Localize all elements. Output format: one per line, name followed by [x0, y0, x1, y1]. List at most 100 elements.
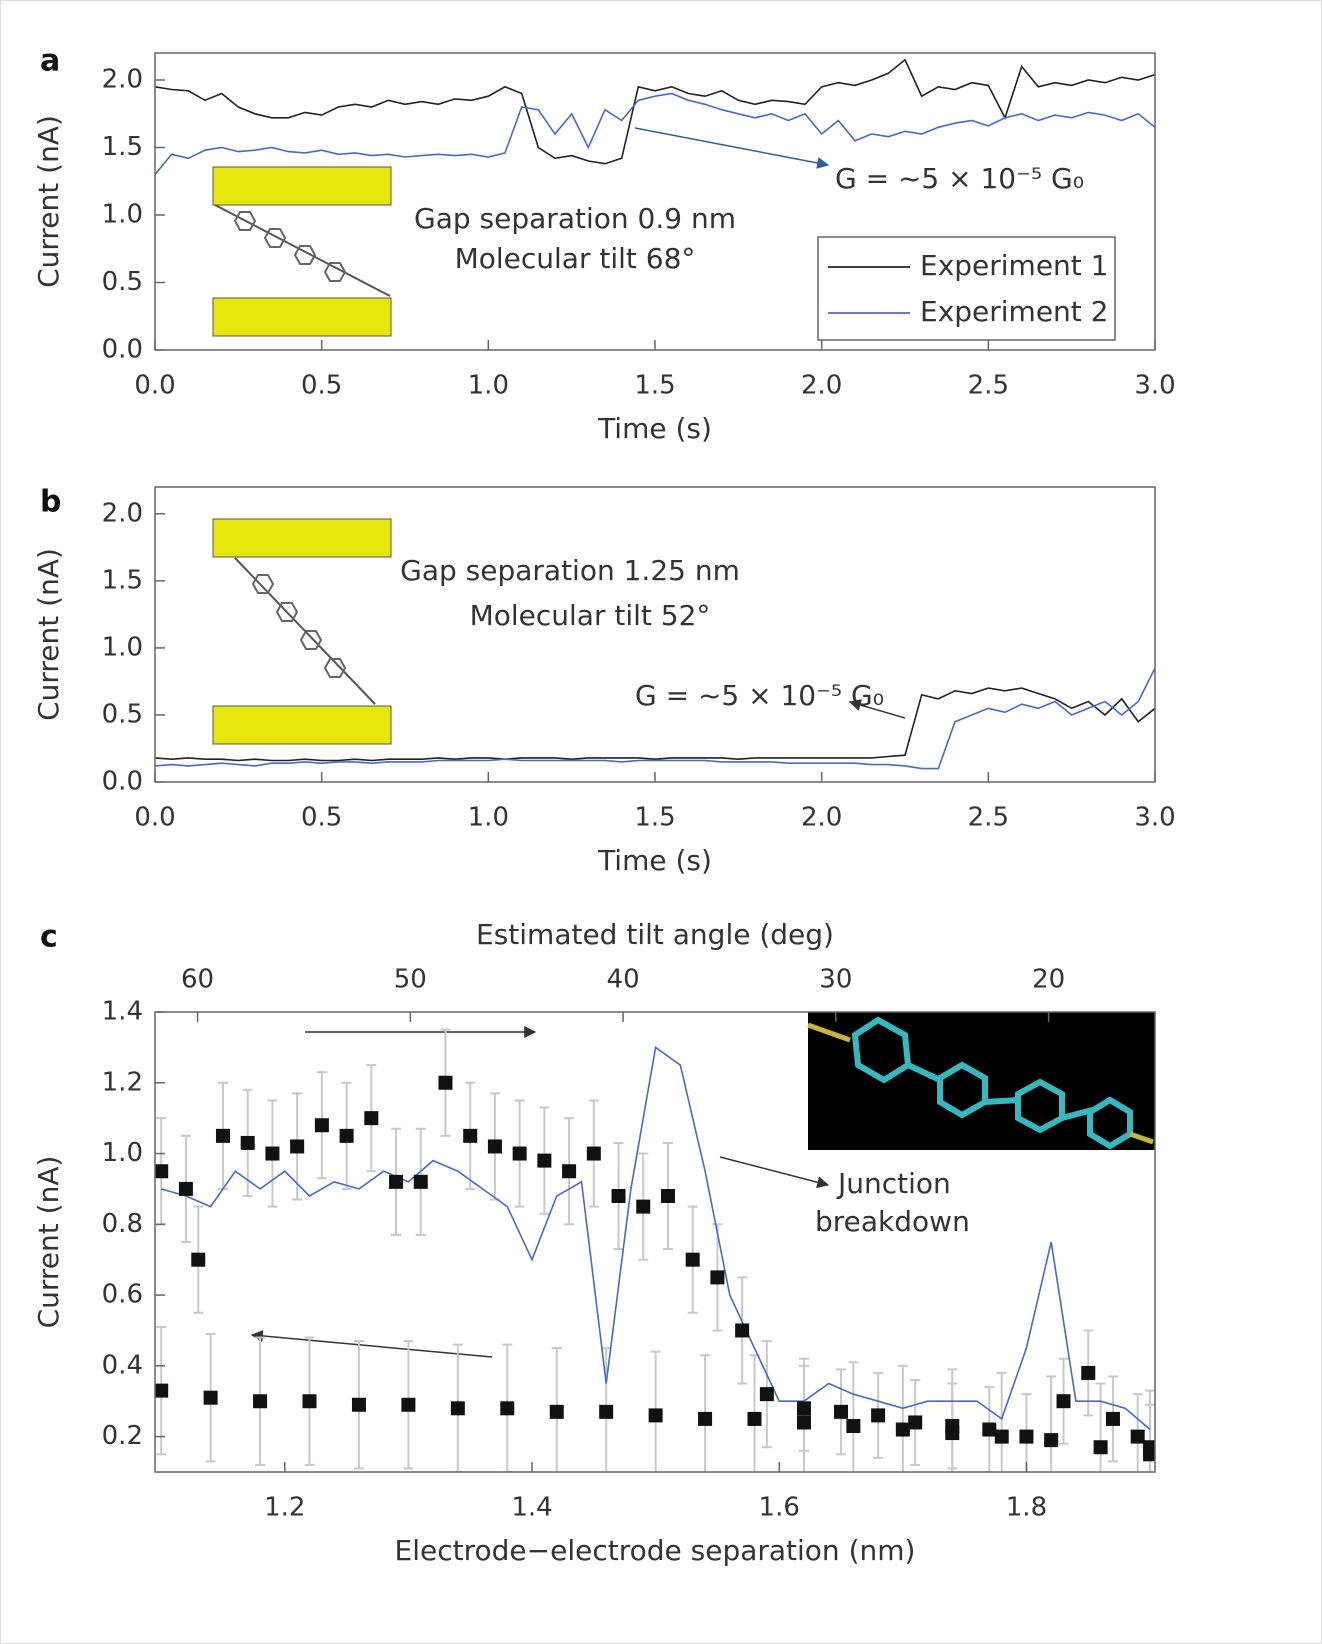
- y-tick-label: 0.0: [102, 767, 143, 797]
- data-point: [871, 1408, 886, 1423]
- panel: c 1.2 1.4 1.6 1.8 0.2 0.4 0.6 0.8 1.0 1.2 1.4 60 50 40…: [32, 918, 1156, 1567]
- x2-tick-label: 40: [607, 965, 640, 995]
- panel: a 0.0 0.5 1.0 1.5 2.0 2.5 3.0 0.0 0.5 1.0 1.5 2.0 Tim…: [32, 44, 1176, 446]
- plot-area: [155, 1028, 1155, 1472]
- data-point: [611, 1189, 626, 1203]
- data-point: [155, 1383, 169, 1398]
- y-tick-label: 1.5: [102, 565, 143, 595]
- data-point: [1105, 1411, 1120, 1426]
- data-point: [636, 1199, 651, 1214]
- legend-box: [817, 236, 1116, 341]
- axes-frame: [154, 1011, 1156, 1473]
- annotation: Molecular tilt 68°: [455, 242, 696, 275]
- data-point: [401, 1397, 416, 1412]
- annotation: G = ~5 × 10⁻⁵ G₀: [835, 162, 1084, 195]
- data-point: [562, 1164, 577, 1179]
- y-tick-label: 1.5: [102, 132, 143, 162]
- data-point: [747, 1411, 762, 1426]
- x2-tick-label: 30: [819, 965, 852, 995]
- y-tick-label: 1.0: [102, 200, 143, 230]
- data-point: [463, 1128, 478, 1143]
- data-point: [290, 1139, 305, 1154]
- x-tick-label: 0.5: [301, 803, 342, 833]
- x-tick-label: 2.0: [801, 371, 842, 401]
- x-tick-label: 1.5: [634, 371, 675, 401]
- y-tick-label: 2.0: [102, 498, 143, 528]
- data-point: [735, 1323, 750, 1338]
- x-axis-label: Electrode−electrode separation (nm): [395, 1534, 916, 1567]
- y-tick-label: 1.4: [102, 997, 143, 1027]
- data-point: [155, 1164, 169, 1179]
- x-tick-label: 3.0: [1134, 371, 1175, 401]
- x-tick-label: 1.0: [468, 803, 509, 833]
- data-point: [512, 1146, 527, 1161]
- data-point: [895, 1422, 910, 1437]
- legend-label: Experiment 2: [920, 295, 1109, 328]
- plot-area: [155, 58, 1155, 176]
- legend-label: Experiment 1: [920, 249, 1109, 282]
- data-point: [253, 1394, 268, 1409]
- data-point: [945, 1426, 960, 1441]
- annotation: Junction: [836, 1167, 951, 1200]
- data-point: [203, 1390, 218, 1405]
- inset-c: [807, 1012, 1155, 1150]
- x-axis-label: Time (s): [597, 844, 712, 877]
- data-point: [648, 1408, 663, 1423]
- data-point: [599, 1404, 614, 1419]
- annotation: Gap separation 0.9 nm: [414, 202, 736, 235]
- data-point: [178, 1181, 193, 1196]
- x-tick-label: 1.6: [759, 1493, 800, 1523]
- inset-a: [212, 166, 392, 337]
- data-point: [685, 1252, 700, 1267]
- annotation: breakdown: [815, 1205, 970, 1238]
- data-point: [450, 1401, 465, 1416]
- y-tick-label: 1.2: [102, 1067, 143, 1097]
- inset-b: [212, 518, 392, 745]
- x-tick-label: 0.0: [134, 371, 175, 401]
- data-point: [846, 1419, 861, 1433]
- data-point: [351, 1397, 366, 1412]
- panel-label: c: [40, 920, 58, 955]
- x-tick-label: 2.5: [968, 803, 1009, 833]
- y-axis-label: Current (nA): [32, 1156, 65, 1329]
- data-line: [155, 58, 1155, 165]
- data-point: [1130, 1429, 1145, 1444]
- data-point: [759, 1387, 774, 1402]
- data-point: [500, 1401, 515, 1416]
- y-tick-label: 1.0: [102, 632, 143, 662]
- data-point: [796, 1401, 811, 1416]
- data-point: [1019, 1429, 1034, 1444]
- y-tick-label: 0.6: [102, 1280, 143, 1310]
- data-line: [155, 667, 1155, 770]
- data-point: [413, 1174, 428, 1189]
- y-tick-label: 0.5: [102, 267, 143, 297]
- x-tick-label: 2.5: [968, 371, 1009, 401]
- data-point: [265, 1146, 280, 1161]
- data-point: [487, 1139, 502, 1154]
- data-point: [1143, 1440, 1155, 1455]
- x-tick-label: 1.0: [468, 371, 509, 401]
- x-tick-label: 0.5: [301, 371, 342, 401]
- data-point: [389, 1174, 404, 1189]
- data-point: [698, 1411, 713, 1426]
- data-point: [1093, 1440, 1108, 1455]
- data-point: [549, 1404, 564, 1419]
- x-tick-label: 3.0: [1134, 803, 1175, 833]
- data-point: [586, 1146, 601, 1161]
- data-point: [339, 1128, 354, 1143]
- data-line: [155, 92, 1155, 176]
- data-point: [537, 1153, 552, 1168]
- data-point: [1081, 1365, 1096, 1380]
- y-axis-label: Current (nA): [32, 548, 65, 721]
- data-point: [908, 1415, 923, 1430]
- y-tick-label: 1.0: [102, 1138, 143, 1168]
- arrows: [250, 127, 906, 1358]
- data-point: [1143, 1447, 1155, 1462]
- data-point: [215, 1128, 230, 1143]
- annotation: Gap separation 1.25 nm: [400, 554, 740, 587]
- data-point: [302, 1394, 317, 1409]
- data-point: [710, 1270, 725, 1285]
- x2-tick-label: 60: [181, 965, 214, 995]
- panel-label: a: [40, 44, 60, 79]
- data-point: [796, 1415, 811, 1430]
